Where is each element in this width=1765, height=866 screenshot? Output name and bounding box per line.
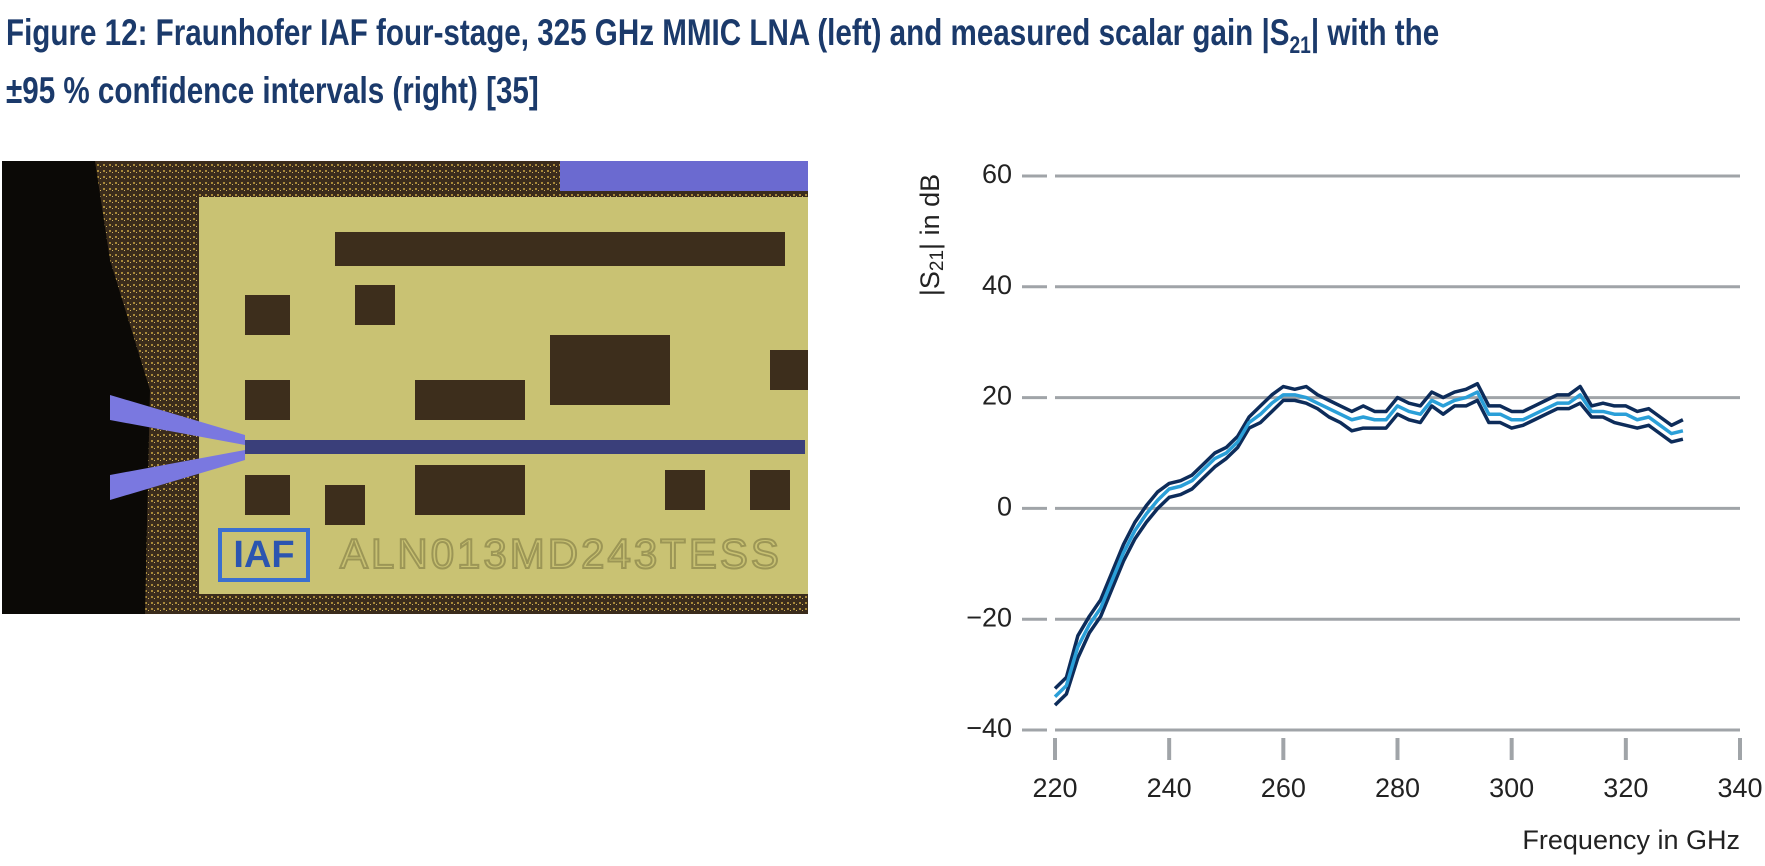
x-tick-label: 240	[1147, 773, 1192, 803]
y-label-text: | in dB	[915, 174, 945, 250]
y-tick-label: 20	[982, 381, 1012, 411]
x-tick-label: 300	[1489, 773, 1534, 803]
y-tick-label: 40	[982, 270, 1012, 300]
probe-tip	[110, 395, 245, 500]
y-tick-label: −20	[966, 602, 1012, 632]
x-tick-label: 220	[1032, 773, 1077, 803]
y-tick-label: −40	[966, 713, 1012, 743]
y-tick-label: 60	[982, 159, 1012, 189]
x-axis-label: Frequency in GHz	[1522, 825, 1740, 855]
x-tick-label: 320	[1603, 773, 1648, 803]
y-axis-label: |S21| in dB	[915, 174, 948, 296]
caption-line: Figure 12: Fraunhofer IAF four-stage, 32…	[6, 4, 1439, 62]
x-tick-label: 260	[1261, 773, 1306, 803]
series-line	[1053, 390, 1684, 699]
logo-box	[218, 528, 310, 582]
transmission-line	[245, 440, 805, 454]
y-tick-label: 0	[997, 492, 1012, 522]
caption: Figure 12: Fraunhofer IAF four-stage, 32…	[6, 4, 1439, 120]
pad	[560, 161, 808, 191]
chip-photo: IAF ALN013MD243TESS	[2, 161, 1765, 614]
caption-line: ±95 % confidence intervals (right) [35]	[6, 70, 539, 111]
caption-text: | with the	[1310, 12, 1440, 53]
logo-text: IAF	[233, 534, 294, 576]
caption-subscript: 21	[1289, 32, 1311, 59]
probe	[2, 161, 150, 614]
chip-features	[245, 232, 808, 525]
series-line	[1053, 382, 1684, 690]
chip-label: ALN013MD243TESS	[340, 530, 782, 577]
x-tick-label: 280	[1375, 773, 1420, 803]
y-label-subscript: 21	[927, 250, 948, 271]
series-line	[1053, 398, 1684, 707]
x-tick-label: 340	[1717, 773, 1762, 803]
y-label-text: |S	[915, 271, 945, 296]
caption-text: Figure 12: Fraunhofer IAF four-stage, 32…	[6, 12, 1290, 53]
